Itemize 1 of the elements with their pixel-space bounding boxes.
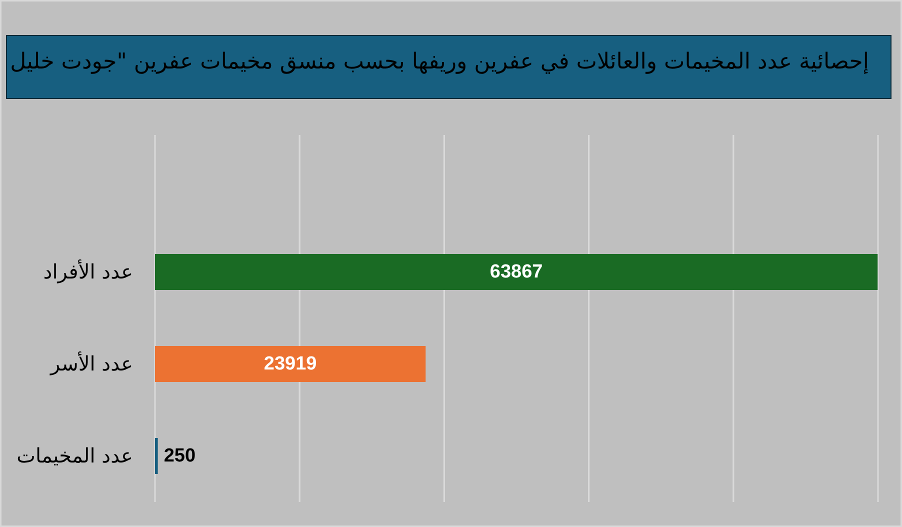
- title: إحصائية عدد المخيمات والعائلات في عفرين وريفها بحسب منسق مخيمات عفرين "جودت خليل: [10, 48, 869, 76]
